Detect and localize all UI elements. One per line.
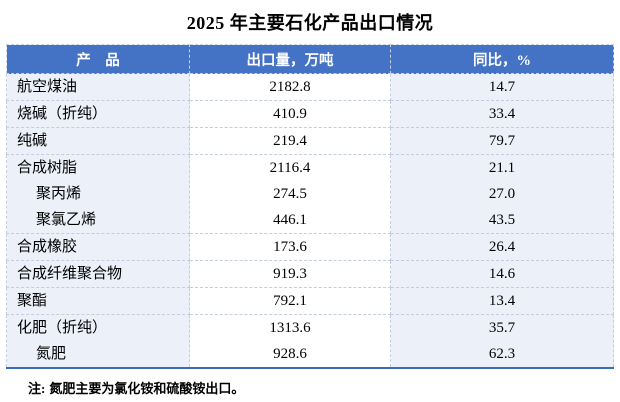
export-value-cell: 792.1 bbox=[189, 287, 391, 315]
product-line: 合成纤维聚合物 bbox=[17, 266, 123, 282]
export-line: 446.1 bbox=[273, 212, 307, 228]
export-line: 2182.8 bbox=[269, 79, 311, 95]
yoy-line: 13.4 bbox=[488, 293, 516, 309]
yoy-value-cell: 26.4 bbox=[390, 233, 614, 261]
page-title: 2025 年主要石化产品出口情况 bbox=[186, 13, 434, 33]
col-header-export-volume: 出口量，万吨 bbox=[189, 44, 391, 74]
product-cell: 合成纤维聚合物 bbox=[6, 260, 190, 288]
yoy-line: 79.7 bbox=[488, 133, 516, 149]
product-line: 纯碱 bbox=[17, 133, 48, 149]
yoy-line: 33.4 bbox=[488, 106, 516, 122]
export-value-cell: 1313.6 928.6 bbox=[189, 314, 391, 369]
col-header-product: 产 品 bbox=[6, 44, 190, 74]
yoy-line: 27.0 bbox=[488, 186, 516, 202]
table-row: 纯碱 219.4 79.7 bbox=[6, 127, 614, 155]
export-line: 2116.4 bbox=[269, 160, 311, 176]
product-line: 化肥（折纯） bbox=[17, 320, 108, 336]
export-line: 410.9 bbox=[273, 106, 307, 122]
yoy-line: 14.6 bbox=[488, 266, 516, 282]
yoy-line: 43.5 bbox=[488, 212, 516, 228]
yoy-value-cell: 14.7 bbox=[390, 73, 614, 101]
table-row: 聚酯 792.1 13.4 bbox=[6, 287, 614, 315]
product-cell: 纯碱 bbox=[6, 127, 190, 155]
export-table: 产 品 出口量，万吨 同比，% 航空煤油 2182.8 14.7 烧碱（折纯） 410.… bbox=[6, 44, 614, 369]
product-line: 合成橡胶 bbox=[17, 239, 78, 255]
table-row: 烧碱（折纯） 410.9 33.4 bbox=[6, 100, 614, 128]
yoy-value-cell: 13.4 bbox=[390, 287, 614, 315]
yoy-value-cell: 79.7 bbox=[390, 127, 614, 155]
yoy-line: 21.1 bbox=[488, 160, 516, 176]
export-value-cell: 2182.8 bbox=[189, 73, 391, 101]
footnote-label: 注: bbox=[28, 381, 46, 396]
export-line: 919.3 bbox=[273, 266, 307, 282]
table-header-row: 产 品 出口量，万吨 同比，% bbox=[6, 44, 614, 74]
product-cell: 航空煤油 bbox=[6, 73, 190, 101]
export-line: 928.6 bbox=[273, 346, 307, 362]
product-cell: 合成橡胶 bbox=[6, 233, 190, 261]
export-value-cell: 173.6 bbox=[189, 233, 391, 261]
product-line: 聚丙烯 bbox=[36, 186, 82, 202]
table-row: 航空煤油 2182.8 14.7 bbox=[6, 73, 614, 101]
yoy-line: 35.7 bbox=[488, 320, 516, 336]
table-body: 航空煤油 2182.8 14.7 烧碱（折纯） 410.9 33.4 纯碱 219.4 79.7… bbox=[6, 73, 614, 369]
product-line: 聚酯 bbox=[17, 293, 48, 309]
product-cell: 烧碱（折纯） bbox=[6, 100, 190, 128]
product-cell: 聚酯 bbox=[6, 287, 190, 315]
product-line: 合成树脂 bbox=[17, 160, 78, 176]
yoy-line: 14.7 bbox=[488, 79, 516, 95]
yoy-value-cell: 33.4 bbox=[390, 100, 614, 128]
product-cell: 化肥（折纯） 氮肥 bbox=[6, 314, 190, 369]
table-row: 合成纤维聚合物 919.3 14.6 bbox=[6, 260, 614, 288]
product-line: 航空煤油 bbox=[17, 79, 78, 95]
product-line: 聚氯乙烯 bbox=[36, 212, 97, 228]
export-value-cell: 2116.4 274.5 446.1 bbox=[189, 154, 391, 234]
col-header-yoy: 同比，% bbox=[390, 44, 614, 74]
export-line: 173.6 bbox=[273, 239, 307, 255]
export-line: 274.5 bbox=[273, 186, 307, 202]
product-line: 烧碱（折纯） bbox=[17, 106, 108, 122]
yoy-value-cell: 35.7 62.3 bbox=[390, 314, 614, 369]
export-value-cell: 219.4 bbox=[189, 127, 391, 155]
footnote: 注: 氮肥主要为氯化铵和硫酸铵出口。 bbox=[28, 378, 620, 397]
export-line: 219.4 bbox=[273, 133, 307, 149]
product-cell: 合成树脂聚丙烯聚氯乙烯 bbox=[6, 154, 190, 234]
yoy-value-cell: 21.1 27.0 43.5 bbox=[390, 154, 614, 234]
footnote-text: 氮肥主要为氯化铵和硫酸铵出口。 bbox=[49, 381, 245, 396]
export-value-cell: 919.3 bbox=[189, 260, 391, 288]
export-line: 1313.6 bbox=[269, 320, 311, 336]
export-value-cell: 410.9 bbox=[189, 100, 391, 128]
product-line: 氮肥 bbox=[36, 346, 67, 362]
yoy-value-cell: 14.6 bbox=[390, 260, 614, 288]
table-row: 合成橡胶 173.6 26.4 bbox=[6, 233, 614, 261]
table-row: 化肥（折纯） 氮肥 1313.6 928.6 35.7 62.3 bbox=[6, 314, 614, 369]
yoy-line: 62.3 bbox=[488, 346, 516, 362]
export-line: 792.1 bbox=[273, 293, 307, 309]
yoy-line: 26.4 bbox=[488, 239, 516, 255]
table-row: 合成树脂聚丙烯聚氯乙烯 2116.4 274.5 446.1 21.1 27.0 43.5 bbox=[6, 154, 614, 234]
